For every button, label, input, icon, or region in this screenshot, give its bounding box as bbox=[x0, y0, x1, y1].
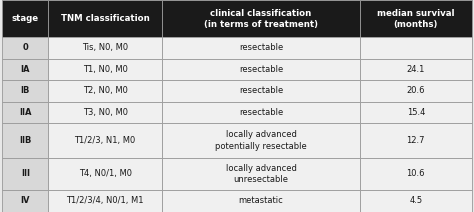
Bar bbox=[162, 59, 360, 80]
Text: 15.4: 15.4 bbox=[407, 108, 425, 117]
Text: TNM classification: TNM classification bbox=[61, 14, 149, 23]
Text: T2, N0, M0: T2, N0, M0 bbox=[82, 86, 128, 95]
Bar bbox=[48, 190, 162, 212]
Text: T1/2/3/4, N0/1, M1: T1/2/3/4, N0/1, M1 bbox=[66, 196, 144, 205]
Text: IIB: IIB bbox=[19, 136, 31, 145]
Bar bbox=[360, 80, 472, 102]
Text: 24.1: 24.1 bbox=[407, 65, 425, 74]
Bar bbox=[2, 0, 48, 37]
Text: IB: IB bbox=[21, 86, 30, 95]
Bar bbox=[48, 158, 162, 190]
Text: locally advanced
potentially resectable: locally advanced potentially resectable bbox=[215, 130, 307, 151]
Bar bbox=[162, 102, 360, 123]
Bar bbox=[162, 190, 360, 212]
Bar bbox=[360, 0, 472, 37]
Bar bbox=[162, 123, 360, 158]
Text: Tis, N0, M0: Tis, N0, M0 bbox=[82, 43, 128, 52]
Bar bbox=[360, 59, 472, 80]
Text: IV: IV bbox=[20, 196, 30, 205]
Bar bbox=[162, 80, 360, 102]
Text: III: III bbox=[21, 169, 30, 178]
Text: 12.7: 12.7 bbox=[407, 136, 425, 145]
Bar bbox=[162, 0, 360, 37]
Text: T4, N0/1, M0: T4, N0/1, M0 bbox=[79, 169, 132, 178]
Bar bbox=[162, 158, 360, 190]
Text: T1, N0, M0: T1, N0, M0 bbox=[82, 65, 128, 74]
Bar bbox=[2, 59, 48, 80]
Bar bbox=[2, 123, 48, 158]
Text: resectable: resectable bbox=[239, 86, 283, 95]
Bar bbox=[48, 123, 162, 158]
Bar bbox=[48, 80, 162, 102]
Bar bbox=[2, 37, 48, 59]
Bar bbox=[48, 37, 162, 59]
Text: clinical classification
(in terms of treatment): clinical classification (in terms of tre… bbox=[204, 9, 318, 29]
Bar bbox=[162, 37, 360, 59]
Text: metastatic: metastatic bbox=[238, 196, 283, 205]
Bar bbox=[360, 190, 472, 212]
Bar bbox=[360, 158, 472, 190]
Text: 4.5: 4.5 bbox=[409, 196, 422, 205]
Bar bbox=[2, 190, 48, 212]
Bar bbox=[48, 0, 162, 37]
Bar bbox=[48, 59, 162, 80]
Bar bbox=[2, 102, 48, 123]
Text: IA: IA bbox=[20, 65, 30, 74]
Text: IIA: IIA bbox=[19, 108, 32, 117]
Bar bbox=[360, 102, 472, 123]
Bar bbox=[2, 158, 48, 190]
Text: T3, N0, M0: T3, N0, M0 bbox=[82, 108, 128, 117]
Text: resectable: resectable bbox=[239, 65, 283, 74]
Text: T1/2/3, N1, M0: T1/2/3, N1, M0 bbox=[74, 136, 136, 145]
Text: 10.6: 10.6 bbox=[407, 169, 425, 178]
Bar bbox=[360, 37, 472, 59]
Bar bbox=[2, 80, 48, 102]
Text: resectable: resectable bbox=[239, 108, 283, 117]
Bar bbox=[48, 102, 162, 123]
Text: 20.6: 20.6 bbox=[407, 86, 425, 95]
Text: stage: stage bbox=[12, 14, 39, 23]
Text: median survival
(months): median survival (months) bbox=[377, 9, 455, 29]
Text: resectable: resectable bbox=[239, 43, 283, 52]
Text: locally advanced
unresectable: locally advanced unresectable bbox=[226, 164, 296, 184]
Text: 0: 0 bbox=[22, 43, 28, 52]
Bar bbox=[360, 123, 472, 158]
